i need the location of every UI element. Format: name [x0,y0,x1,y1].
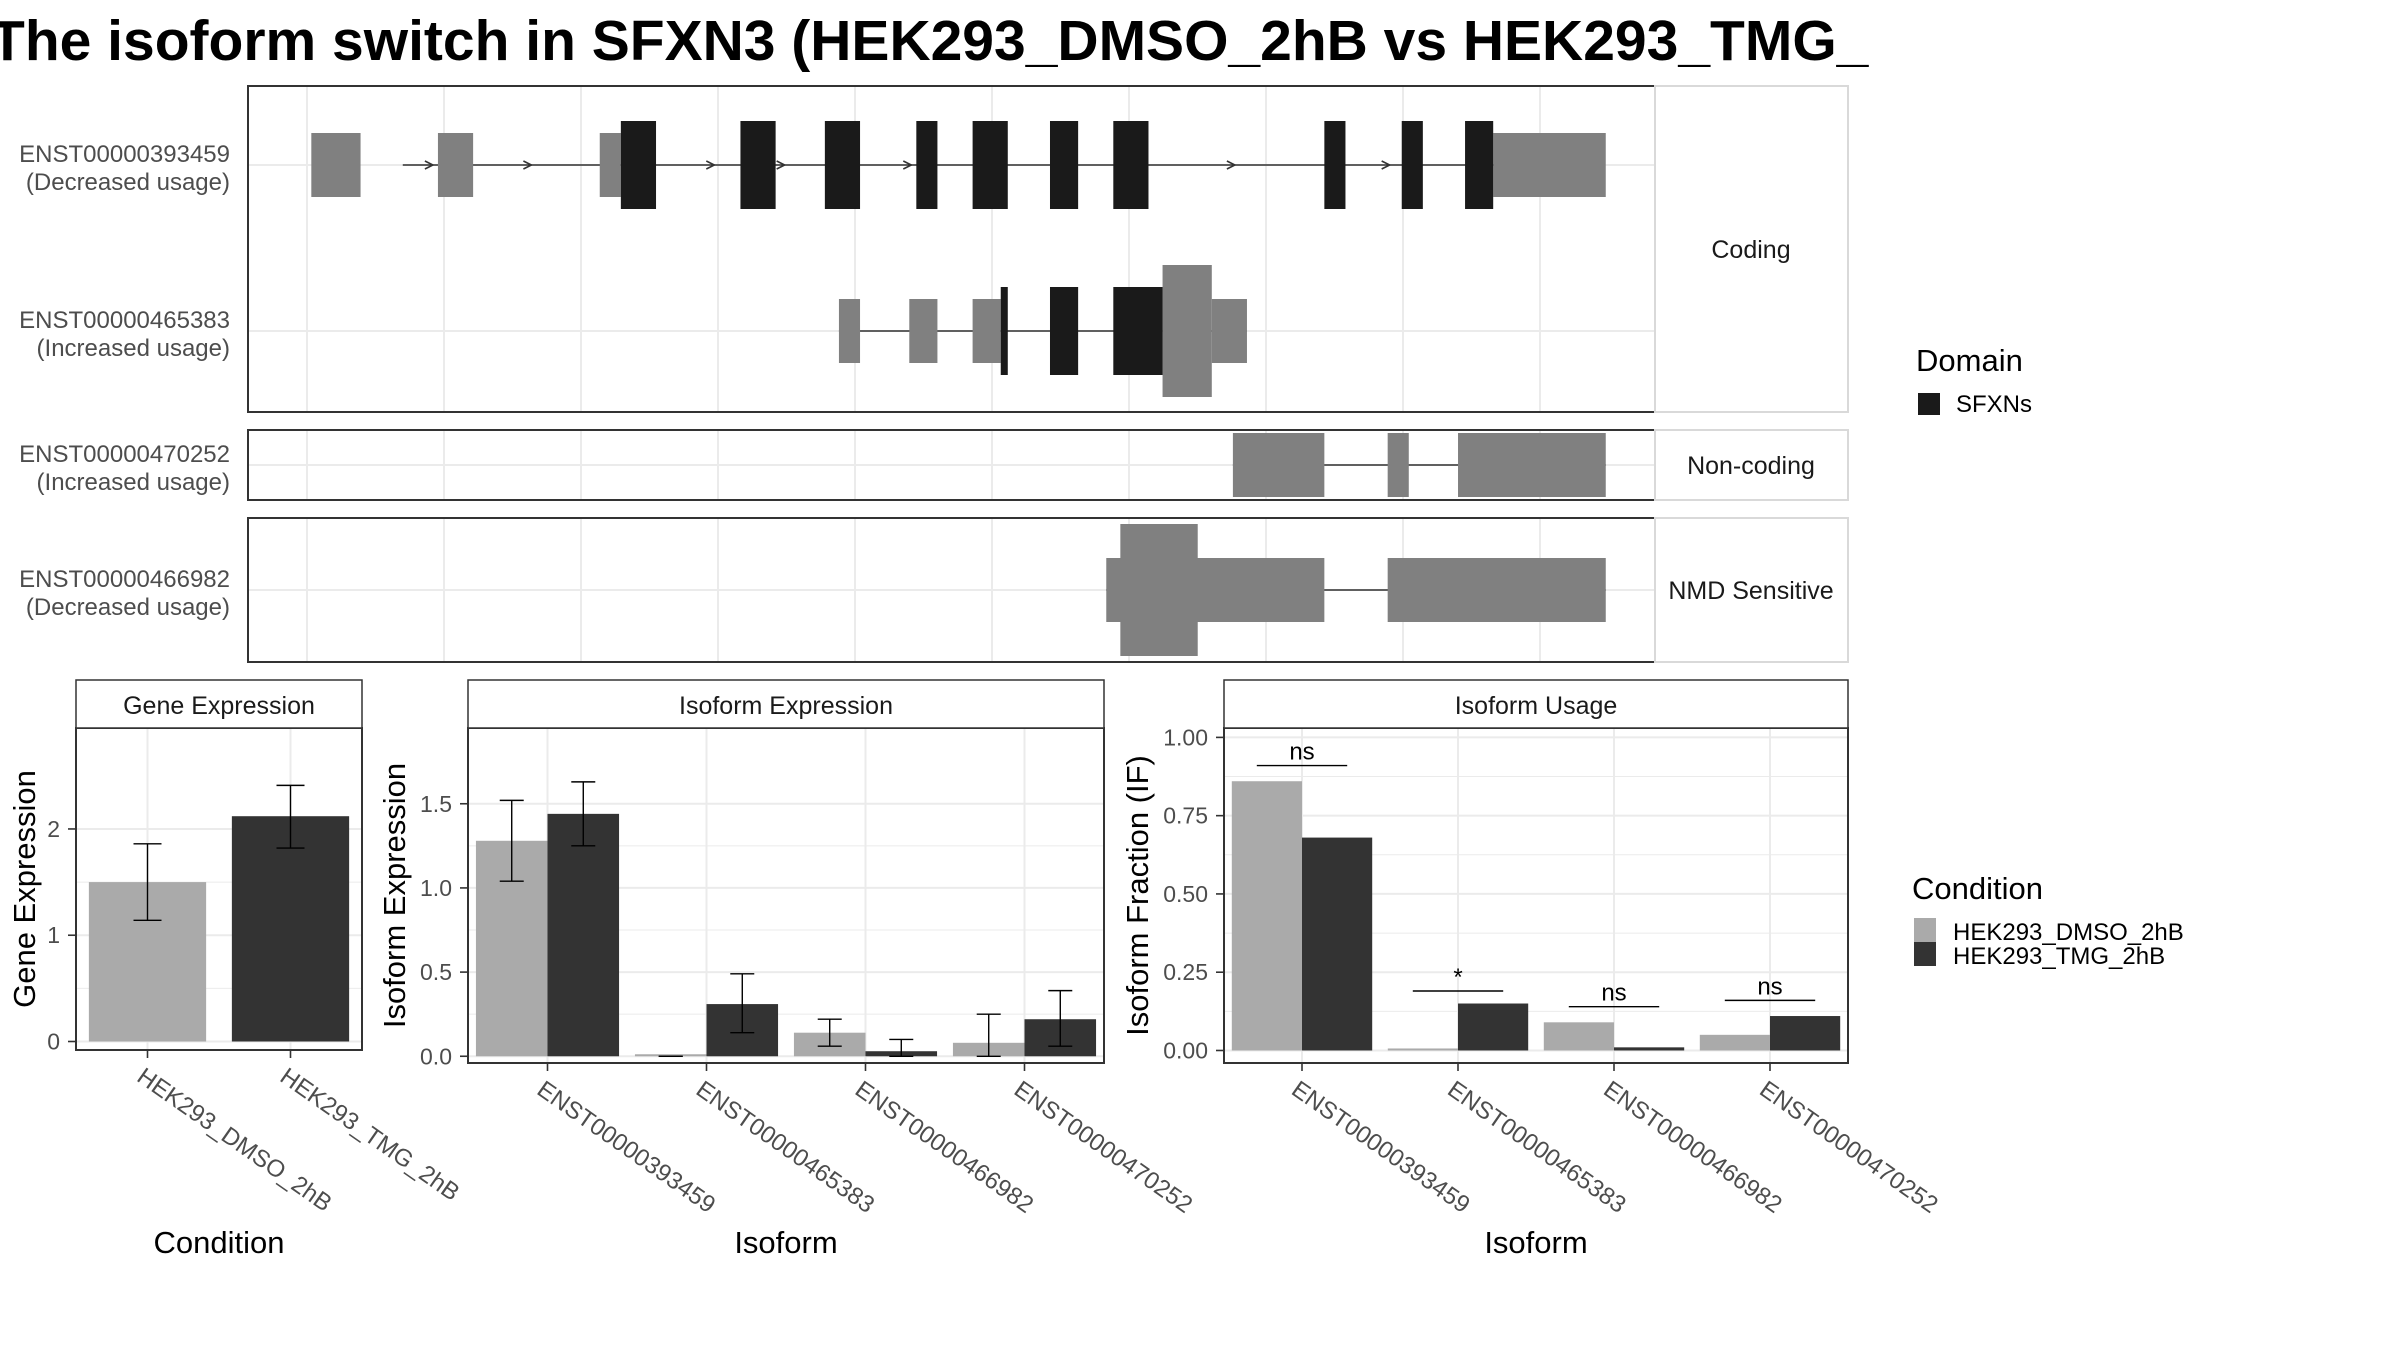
transcript-usage-label: (Decreased usage) [26,594,230,621]
strand-arrow-icon [902,160,914,170]
coding-exon [1000,287,1008,375]
significance-label: ns [1289,739,1314,766]
utr-exon [972,299,1001,363]
coding-exon [1401,121,1423,209]
condition-legend-label: HEK293_DMSO_2hB [1953,919,2184,946]
utr-exon [1232,433,1325,497]
y-tick-label: 0.25 [1163,959,1208,985]
transcript-id-label: ENST00000470252 [19,441,230,468]
coding-exon [1049,121,1079,209]
strand-arrow-icon [424,160,435,170]
utr-exon [1387,433,1409,497]
significance-label: ns [1601,980,1626,1007]
strand-arrow-icon [523,160,534,170]
bar [1387,1048,1458,1051]
transcript-usage-label: (Increased usage) [37,469,230,496]
coding-exon [916,121,938,209]
condition-legend-swatch [1914,942,1936,966]
figure-title: The isoform switch in SFXN3 (HEK293_DMSO… [0,9,1870,73]
coding-exon [620,121,657,209]
domain-legend-title: Domain [1916,343,2023,378]
y-axis-title: Isoform Expression [377,763,412,1028]
transcript-id-label: ENST00000465383 [19,307,230,334]
strand-arrow-icon [1381,160,1392,170]
utr-exon [1387,558,1606,622]
bar [547,813,620,1057]
coding-exon [1113,121,1149,209]
utr-exon [437,133,474,197]
chart-title: Gene Expression [123,692,315,720]
y-tick-label: 0.00 [1163,1037,1208,1063]
condition-legend-label: HEK293_TMG_2hB [1953,943,2165,970]
significance-label: * [1453,964,1462,991]
utr-exon [311,133,361,197]
domain-legend-label: SFXNs [1956,391,2032,418]
bar [634,1054,707,1057]
utr-exon [838,299,861,363]
x-axis-title: Isoform [1484,1225,1587,1260]
chart-strip [1223,679,1849,729]
coding-exon [1324,121,1346,209]
bar [1231,781,1302,1051]
y-tick-label: 0.50 [1163,881,1208,907]
y-tick-label: 1 [47,922,60,948]
utr-exon [1211,299,1247,363]
facet-strip-label: Non-coding [1687,452,1815,480]
facet-strip [1654,517,1849,663]
coding-exon [972,121,1008,209]
utr-exon [909,299,938,363]
y-tick-label: 1.5 [420,791,452,817]
utr-exon [1458,433,1606,497]
y-tick-label: 1.00 [1163,724,1208,750]
facet-strip-label: NMD Sensitive [1668,577,1833,605]
transcript-usage-label: (Decreased usage) [26,169,230,196]
condition-legend-swatch [1914,918,1936,942]
coding-exon [1049,287,1079,375]
coding-exon [824,121,861,209]
condition-legend-title: Condition [1912,871,2043,906]
y-tick-label: 1.0 [420,875,452,901]
chart-strip [75,679,363,729]
y-axis-title: Gene Expression [7,770,42,1008]
y-tick-label: 0.75 [1163,803,1208,829]
y-tick-label: 2 [47,816,60,842]
strand-arrow-icon [1226,160,1237,170]
chart-title: Isoform Expression [679,692,893,720]
y-tick-label: 0.0 [420,1043,452,1069]
strand-arrow-icon [705,160,717,170]
utr-exon [1162,265,1212,397]
facet-strip [1654,85,1849,413]
domain-legend-swatch [1918,393,1940,415]
facet-strip-label: Coding [1711,236,1790,264]
utr-exon [1120,524,1198,656]
x-axis-title: Condition [154,1225,285,1260]
strand-arrow-icon [776,160,787,170]
bar [1458,1003,1529,1051]
utr-exon [1493,133,1606,197]
chart-strip [467,679,1105,729]
bar [1302,837,1373,1051]
bar [1614,1047,1685,1051]
transcript-id-label: ENST00000466982 [19,566,230,593]
bar [1543,1022,1614,1051]
y-tick-label: 0 [47,1028,60,1054]
bar [1770,1016,1841,1051]
transcript-id-label: ENST00000393459 [19,141,230,168]
coding-exon [740,121,776,209]
coding-exon [1465,121,1494,209]
bar [231,816,350,1042]
chart-title: Isoform Usage [1455,692,1618,720]
y-axis-title: Isoform Fraction (IF) [1120,755,1155,1036]
facet-strip [1654,429,1849,501]
x-axis-title: Isoform [734,1225,837,1260]
transcript-usage-label: (Increased usage) [37,335,230,362]
bar [1699,1034,1770,1051]
significance-label: ns [1757,973,1782,1000]
utr-exon [599,133,621,197]
y-tick-label: 0.5 [420,959,452,985]
coding-exon [1113,287,1163,375]
